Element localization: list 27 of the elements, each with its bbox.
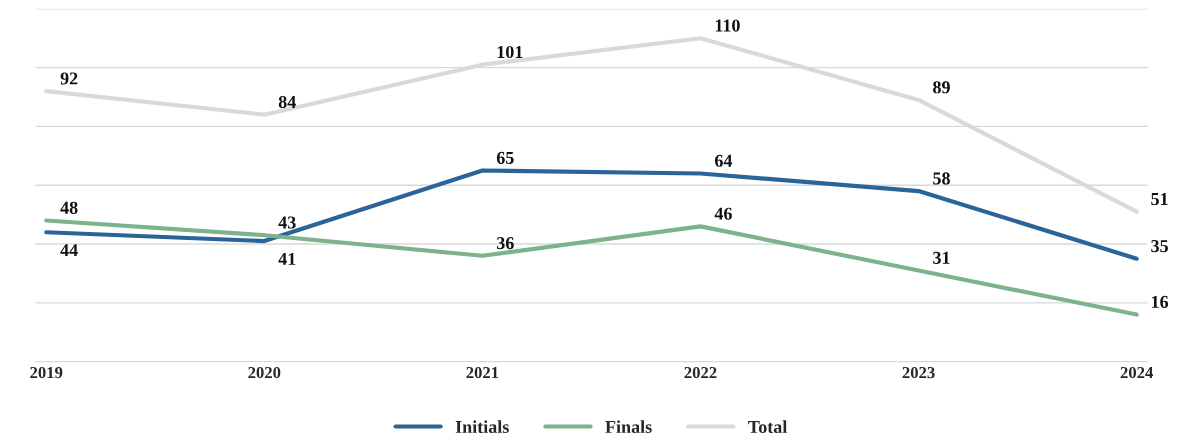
data-label: 31 [933, 251, 950, 264]
data-label: 84 [278, 95, 296, 109]
x-tick-label: 2022 [684, 366, 717, 379]
data-label: 58 [933, 172, 950, 185]
x-tick-label: 2021 [466, 366, 499, 379]
x-tick-label: 2024 [1120, 366, 1154, 379]
data-label: 89 [933, 81, 950, 94]
data-label: 35 [1151, 239, 1168, 253]
data-label: 16 [1152, 295, 1169, 308]
legend-label: Initials [455, 420, 509, 434]
data-label: 43 [278, 216, 296, 229]
legend-label: Total [748, 420, 788, 434]
legend-label: Finals [605, 420, 652, 434]
data-label: 92 [60, 72, 78, 85]
data-label: 64 [714, 154, 733, 167]
data-label: 48 [60, 201, 78, 214]
data-label: 101 [497, 45, 523, 59]
data-label: 51 [1151, 192, 1168, 206]
x-tick-label: 2023 [902, 366, 935, 379]
data-label: 41 [278, 252, 296, 265]
x-tick-label: 2019 [30, 366, 63, 379]
x-tick-label: 2020 [248, 366, 281, 379]
data-label: 44 [60, 244, 78, 257]
data-label: 36 [496, 237, 514, 250]
data-label: 110 [715, 19, 740, 32]
data-label: 65 [496, 151, 514, 164]
data-label: 46 [714, 207, 732, 220]
